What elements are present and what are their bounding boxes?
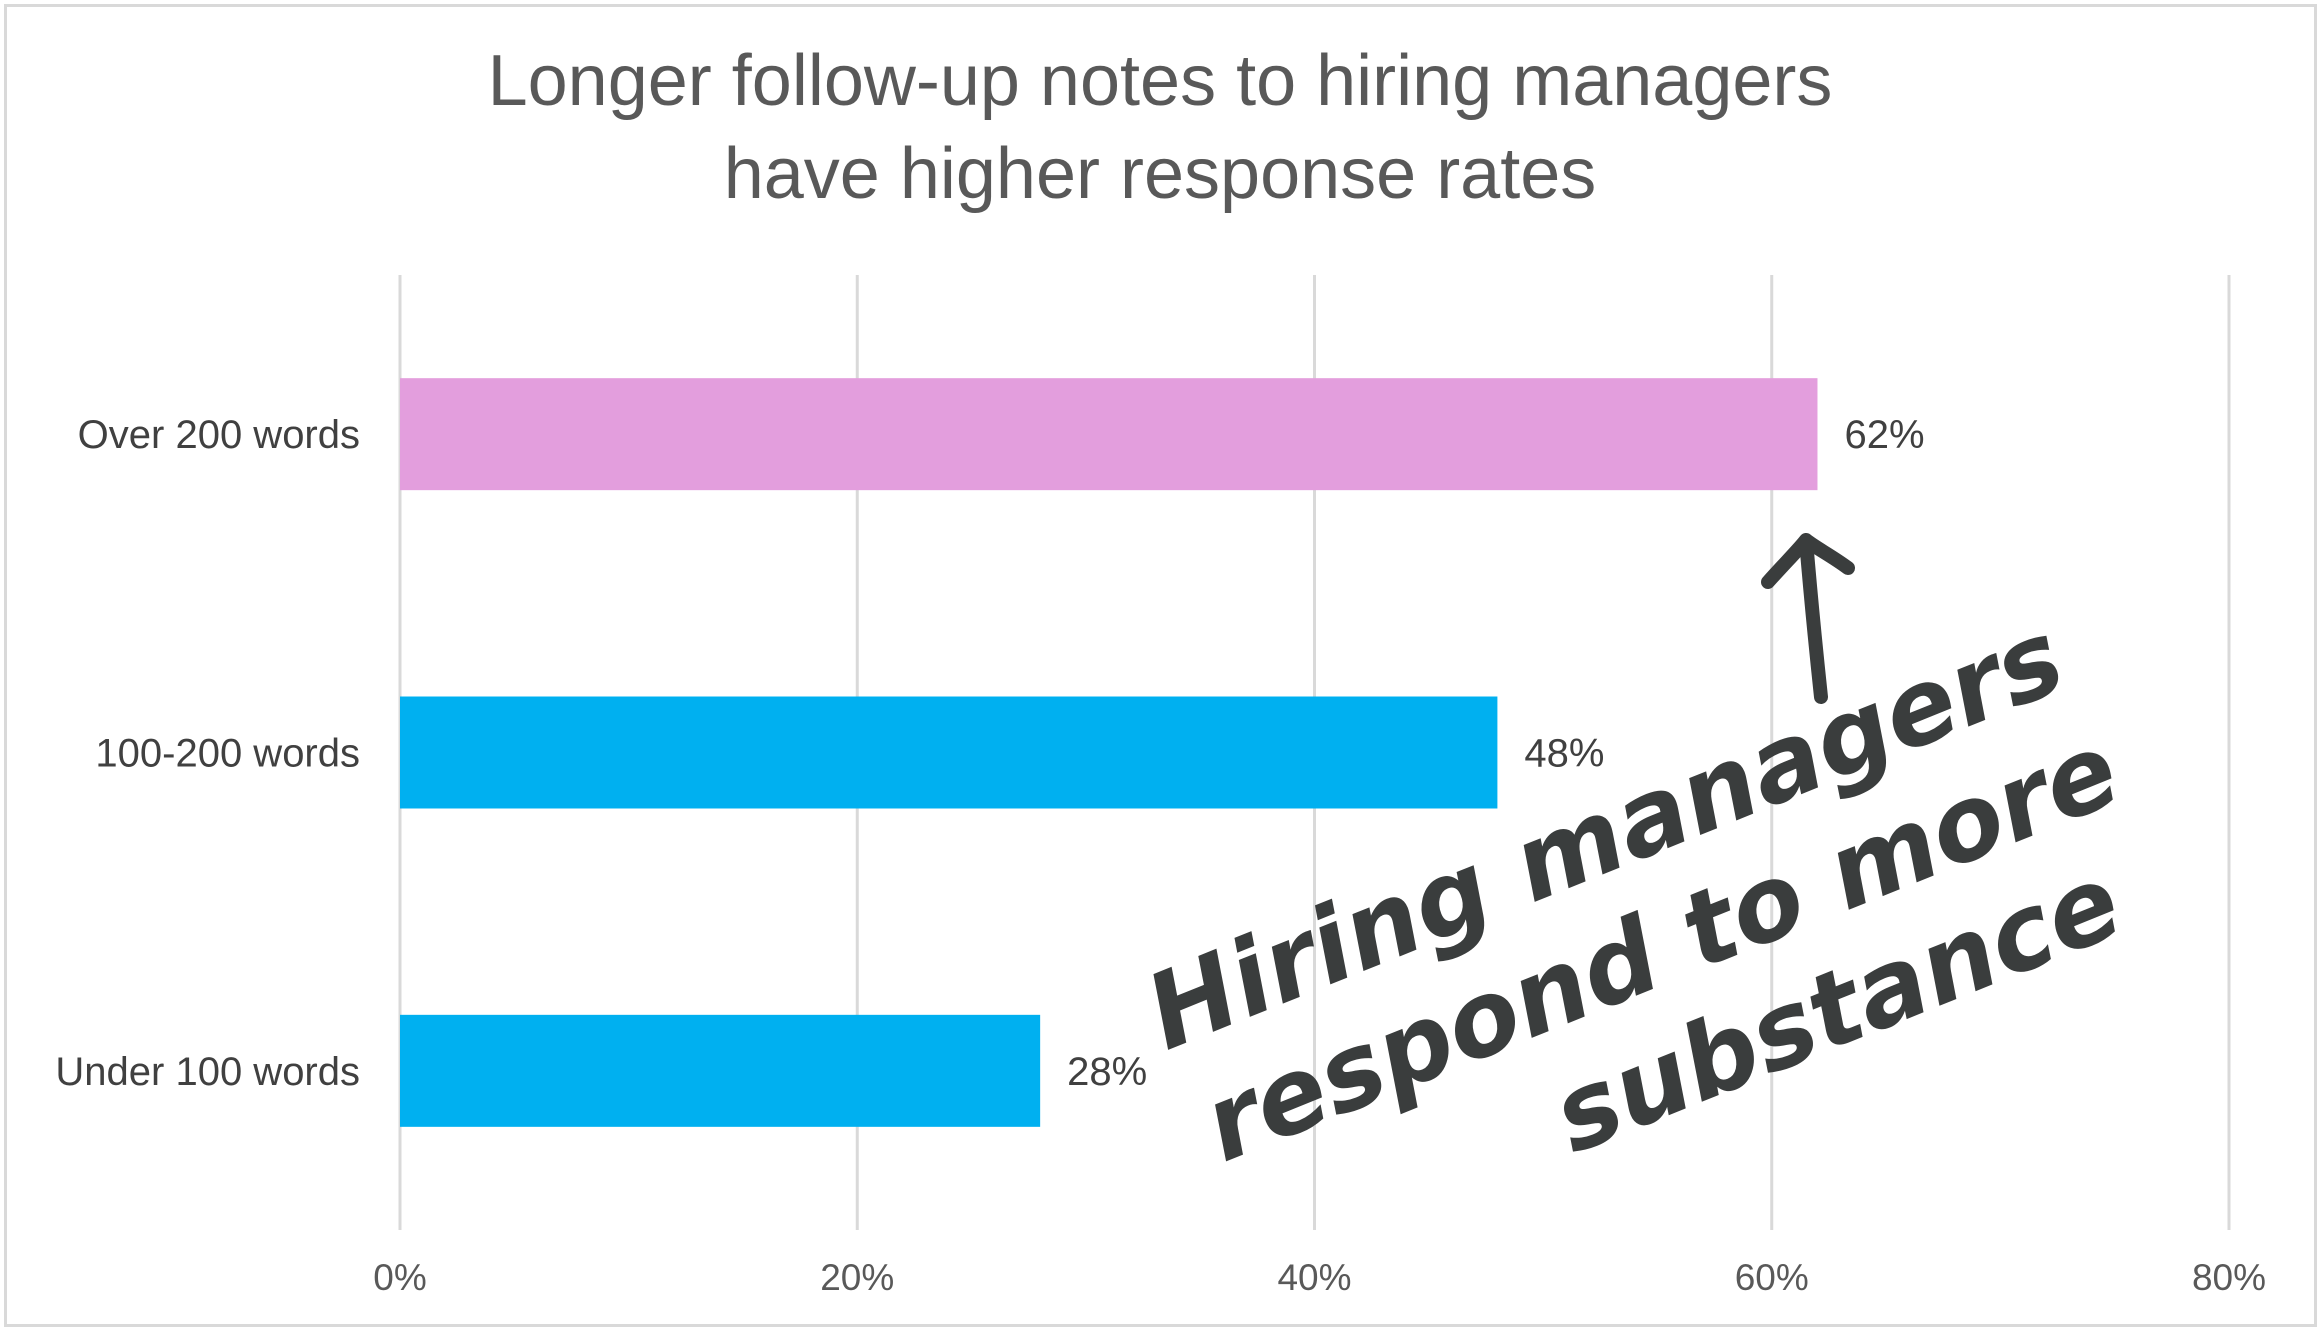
x-tick-label: 80% (2192, 1257, 2266, 1298)
chart-frame (4, 4, 2317, 1327)
data-label: 48% (1524, 732, 1604, 776)
chart-title-line-2: have higher response rates (724, 134, 1597, 214)
bar (400, 378, 1818, 491)
category-label: Over 200 words (78, 413, 360, 457)
bar (400, 1014, 1041, 1127)
bar (400, 696, 1498, 809)
x-tick-label: 0% (373, 1257, 426, 1298)
chart-title-line-1: Longer follow-up notes to hiring manager… (488, 41, 1833, 121)
x-tick-label: 20% (820, 1257, 894, 1298)
data-label: 28% (1067, 1050, 1147, 1094)
category-label: 100-200 words (95, 732, 360, 776)
data-label: 62% (1844, 413, 1924, 457)
category-label: Under 100 words (55, 1050, 360, 1094)
bars (400, 378, 1818, 1127)
x-tick-label: 60% (1735, 1257, 1809, 1298)
annotation-arrow (1761, 533, 1855, 704)
x-tick-label: 40% (1277, 1257, 1351, 1298)
handwritten-annotation: Hiring managers respond to more substanc… (1130, 533, 2137, 1186)
labels: 0% 20% 40% 60% 80% Over 200 words 62% 100-200 w… (55, 413, 2266, 1298)
